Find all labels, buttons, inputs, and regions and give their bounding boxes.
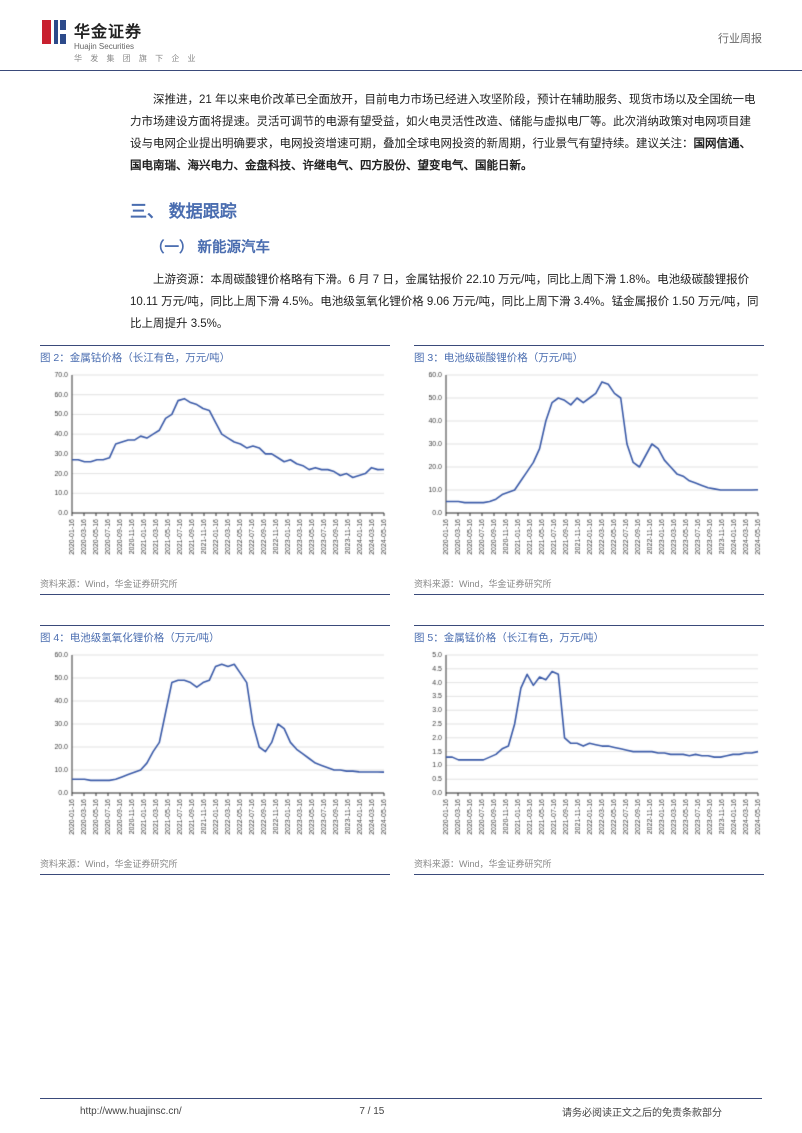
chart-title: 图 5：金属锰价格（长江有色，万元/吨） [414,625,764,649]
lithium-carbonate-chart [414,369,764,569]
page-header: 华金证券 Huajin Securities 华 发 集 团 旗 下 企 业 行… [0,0,802,71]
chart-source: 资料来源：Wind，华金证券研究所 [414,574,764,595]
logo-block: 华金证券 Huajin Securities 华 发 集 团 旗 下 企 业 [40,18,199,64]
chart-title: 图 4：电池级氢氧化锂价格（万元/吨） [40,625,390,649]
chart-block-5: 图 5：金属锰价格（长江有色，万元/吨） 资料来源：Wind，华金证券研究所 [414,625,764,875]
subsection-heading: （一） 新能源汽车 [150,236,762,257]
logo-name-en: Huajin Securities [74,42,199,51]
section-heading: 三、 数据跟踪 [130,197,762,222]
cobalt-price-chart [40,369,390,569]
chart-block-3: 图 3：电池级碳酸锂价格（万元/吨） 资料来源：Wind，华金证券研究所 [414,345,764,595]
chart-block-2: 图 2：金属钴价格（长江有色，万元/吨） 资料来源：Wind，华金证券研究所 [40,345,390,595]
content-area: 深推进，21 年以来电价改革已全面放开，目前电力市场已经进入攻坚阶段，预计在辅助… [0,71,802,875]
chart-title: 图 3：电池级碳酸锂价格（万元/吨） [414,345,764,369]
chart-source: 资料来源：Wind，华金证券研究所 [414,854,764,875]
charts-grid: 图 2：金属钴价格（长江有色，万元/吨） 资料来源：Wind，华金证券研究所 图… [40,345,762,875]
page-footer: http://www.huajinsc.cn/ 7 / 15 请务必阅读正文之后… [40,1098,762,1119]
chart-source: 资料来源：Wind，华金证券研究所 [40,574,390,595]
data-summary-paragraph: 上游资源：本周碳酸锂价格略有下滑。6 月 7 日，金属钴报价 22.10 万元/… [130,269,762,335]
chart-source: 资料来源：Wind，华金证券研究所 [40,854,390,875]
huajin-logo-icon [40,18,68,46]
chart-block-4: 图 4：电池级氢氧化锂价格（万元/吨） 资料来源：Wind，华金证券研究所 [40,625,390,875]
logo-subtitle: 华 发 集 团 旗 下 企 业 [74,53,199,64]
footer-disclaimer: 请务必阅读正文之后的免责条款部分 [562,1104,722,1119]
chart-title: 图 2：金属钴价格（长江有色，万元/吨） [40,345,390,369]
intro-text: 深推进，21 年以来电价改革已全面放开，目前电力市场已经进入攻坚阶段，预计在辅助… [130,94,755,150]
report-type-label: 行业周报 [718,18,762,46]
page-number: 7 / 15 [359,1106,384,1117]
intro-paragraph: 深推进，21 年以来电价改革已全面放开，目前电力市场已经进入攻坚阶段，预计在辅助… [130,89,762,177]
logo-name-cn: 华金证券 [74,18,199,42]
lithium-hydroxide-chart [40,649,390,849]
manganese-price-chart [414,649,764,849]
footer-url: http://www.huajinsc.cn/ [80,1106,182,1117]
